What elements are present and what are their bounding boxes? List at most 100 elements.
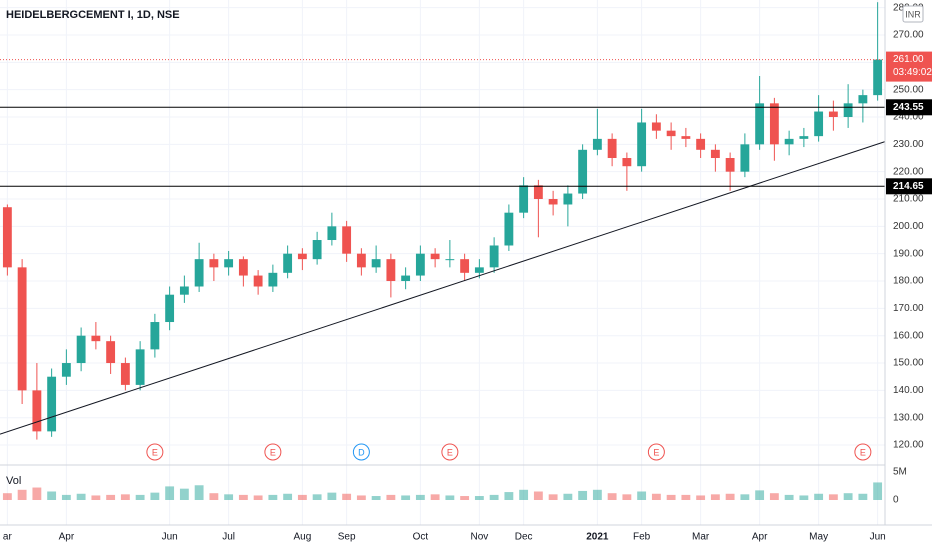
volume-bar (430, 494, 440, 500)
x-tick-label: Aug (293, 532, 311, 543)
candle-body (681, 136, 691, 139)
y-tick-label: 120.00 (893, 440, 924, 451)
volume-bar (622, 494, 632, 500)
last-price-bg (886, 51, 932, 82)
volume-bar (873, 482, 883, 500)
candle-body (47, 376, 57, 432)
candle-body (548, 199, 558, 205)
candle-body (504, 212, 514, 246)
y-tick-label: 200.00 (893, 221, 924, 232)
x-tick-label: Apr (59, 532, 75, 543)
volume-bar (533, 491, 543, 500)
candle-body (135, 349, 145, 385)
candle-body (769, 103, 779, 145)
event-marker (146, 443, 164, 461)
event-marker (352, 443, 370, 461)
candle-body (607, 138, 617, 159)
candle-body (106, 341, 116, 364)
candle-body (165, 294, 175, 323)
x-tick-label: Mar (692, 532, 710, 543)
candle-body (519, 185, 529, 213)
candle-body (297, 253, 307, 260)
currency-badge[interactable] (902, 5, 924, 23)
x-tick-label: May (809, 532, 828, 543)
candle-body (489, 245, 499, 268)
volume-bar (342, 493, 352, 500)
volume-bar (179, 488, 189, 500)
event-label: E (447, 447, 453, 457)
candle-body (371, 259, 381, 268)
volume-bar (2, 493, 12, 500)
volume-bar (165, 486, 175, 500)
y-tick-label: 130.00 (893, 412, 924, 423)
volume-bar (548, 494, 558, 500)
level-label: 214.65 (893, 181, 924, 192)
candle-body (401, 275, 411, 282)
volume-bar (415, 494, 425, 500)
candle-body (799, 136, 809, 139)
countdown: 03:49:02 (893, 67, 932, 78)
candle-body (666, 130, 676, 137)
chart-title: HEIDELBERGCEMENT I, 1D, NSE (6, 9, 180, 21)
volume-bar (47, 491, 57, 500)
candle-body (651, 122, 661, 131)
candle-body (61, 363, 71, 377)
candle-body (17, 267, 27, 391)
candle-body (725, 158, 735, 172)
candle-body (150, 322, 160, 350)
event-label: D (358, 447, 365, 457)
x-tick-label: Jun (162, 532, 178, 543)
volume-bar (828, 494, 838, 500)
volume-bar (666, 494, 676, 500)
volume-bar (91, 495, 101, 500)
volume-bar (769, 493, 779, 500)
candle-body (755, 103, 765, 145)
candle-body (578, 149, 588, 194)
event-marker (647, 443, 665, 461)
volume-bar (150, 492, 160, 500)
y-tick-label: 150.00 (893, 358, 924, 369)
candle-body (194, 259, 204, 287)
candle-body (209, 259, 219, 268)
volume-bar (209, 493, 219, 500)
x-tick-label: Jun (870, 532, 886, 543)
volume-bar (224, 494, 234, 500)
event-marker (441, 443, 459, 461)
volume-bar (445, 495, 455, 500)
candle-body (710, 149, 720, 159)
volume-bar (563, 493, 573, 500)
volume-bar (504, 492, 514, 500)
volume-bar (312, 494, 322, 500)
volume-bar (607, 493, 617, 500)
candle-body (873, 59, 883, 96)
x-tick-label: 2021 (586, 532, 609, 543)
candle-body (76, 335, 86, 364)
y-tick-label: 140.00 (893, 385, 924, 396)
candle-body (843, 103, 853, 118)
volume-bar (253, 495, 263, 500)
candle-body (91, 335, 101, 342)
candle-body (460, 259, 470, 273)
volume-bar (238, 494, 248, 500)
x-tick-label: Nov (470, 532, 488, 543)
y-tick-label: 210.00 (893, 194, 924, 205)
volume-title: Vol (6, 475, 21, 487)
candle-body (563, 193, 573, 205)
candle-body (828, 111, 838, 118)
candle-body (637, 122, 647, 167)
x-tick-label: Apr (752, 532, 768, 543)
candle-body (32, 390, 42, 432)
volume-bar (460, 496, 470, 500)
candle-body (622, 158, 632, 167)
y-tick-label: 240.00 (893, 112, 924, 123)
volume-bar (651, 493, 661, 500)
candle-body (445, 259, 455, 261)
x-tick-label: Jul (222, 532, 235, 543)
volume-bar (297, 494, 307, 500)
event-label: E (860, 447, 866, 457)
event-label: E (653, 447, 659, 457)
volume-bar (814, 493, 824, 500)
level-label-bg (886, 178, 932, 195)
